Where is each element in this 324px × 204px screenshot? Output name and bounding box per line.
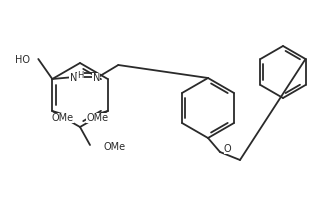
Text: H: H <box>77 71 84 80</box>
Text: HO: HO <box>15 55 30 65</box>
Text: N: N <box>70 73 77 83</box>
Text: O: O <box>224 144 232 154</box>
Text: OMe: OMe <box>52 113 74 123</box>
Text: N: N <box>93 73 100 83</box>
Text: OMe: OMe <box>103 142 125 152</box>
Text: OMe: OMe <box>86 113 109 123</box>
